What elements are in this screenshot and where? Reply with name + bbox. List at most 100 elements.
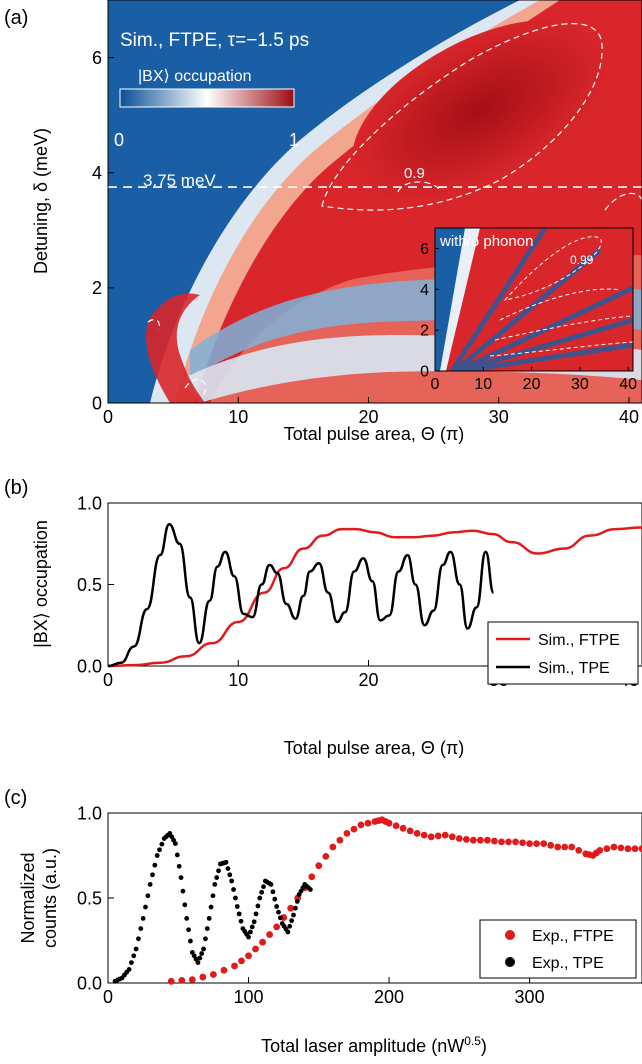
data-point-exp-tpe — [214, 875, 220, 880]
heatmap-title: Sim., FTPE, τ=−1.5 ps — [120, 30, 309, 51]
legend-marker-exp-ftpe — [505, 930, 515, 940]
data-point-exp-tpe — [131, 953, 137, 959]
data-point-exp-ftpe — [266, 931, 274, 938]
data-point-exp-tpe — [197, 955, 203, 961]
y-tick-label: 1.0 — [77, 803, 102, 823]
data-point-exp-tpe — [201, 946, 206, 952]
colorbar-tick-min: 0 — [114, 130, 124, 150]
data-point-exp-tpe — [236, 911, 242, 917]
colorbar — [119, 88, 295, 108]
data-point-exp-tpe — [154, 853, 160, 858]
data-point-exp-tpe — [143, 904, 148, 910]
heatmap-frame — [107, 0, 642, 404]
data-point-exp-tpe — [292, 905, 298, 911]
inset-stripes — [449, 228, 633, 371]
data-point-exp-tpe — [210, 893, 216, 899]
data-point-exp-tpe — [129, 960, 134, 965]
data-point-exp-tpe — [234, 904, 240, 909]
data-point-exp-tpe — [174, 852, 180, 858]
y-tick-label: 4 — [92, 163, 102, 183]
panel-c: (c) 0 100 200 300 0.0 0.5 1.0 Exp., FTPE Exp.,… — [4, 787, 642, 1056]
inset-title: with/o phonon — [439, 233, 533, 250]
data-point-exp-tpe — [140, 916, 146, 921]
data-point-exp-ftpe — [476, 836, 484, 844]
data-point-exp-ftpe — [427, 833, 435, 841]
legend-label-exp-ftpe: Exp., FTPE — [532, 928, 614, 945]
y-tick-label: 1.0 — [77, 493, 102, 513]
data-point-exp-tpe — [255, 903, 261, 909]
data-point-exp-tpe — [294, 899, 300, 904]
data-point-exp-tpe — [249, 924, 255, 930]
data-point-exp-tpe — [199, 951, 205, 956]
data-point-exp-ftpe — [512, 838, 519, 846]
data-point-exp-ftpe — [491, 837, 498, 845]
data-point-exp-ftpe — [484, 836, 491, 844]
x-tick-label: 10 — [228, 670, 248, 690]
data-point-exp-ftpe — [406, 827, 414, 835]
data-point-exp-ftpe — [178, 977, 186, 984]
inset-contour-label: 0.99 — [570, 253, 594, 267]
data-point-exp-tpe — [203, 936, 208, 942]
inset: with/o phonon 0.99 0 10 20 30 40 0 2 4 6 — [420, 227, 637, 393]
data-point-exp-tpe — [216, 868, 221, 874]
data-point-exp-ftpe — [596, 847, 604, 854]
y-tick-label: 0.0 — [77, 973, 102, 993]
series-line-sim-tpe — [107, 522, 495, 668]
data-point-exp-tpe — [176, 863, 182, 869]
x-tick-label: 20 — [358, 407, 378, 427]
inset-axes: 0 10 20 30 40 0 2 4 6 — [420, 241, 637, 393]
panel-c-axes: 0 100 200 300 0.0 0.5 1.0 — [77, 803, 545, 1007]
data-point-exp-ftpe — [308, 873, 316, 881]
panel-b-legend-box — [487, 621, 639, 685]
x-tick-label: 100 — [234, 987, 264, 1007]
data-point-exp-tpe — [277, 915, 283, 921]
data-point-exp-ftpe — [167, 977, 175, 985]
data-point-exp-tpe — [188, 938, 193, 944]
panel-c-legend: Exp., FTPE Exp., TPE — [479, 919, 637, 979]
legend-label-exp-tpe: Exp., TPE — [532, 955, 604, 972]
inset-frame — [434, 227, 634, 372]
data-point-exp-tpe — [274, 904, 280, 909]
data-point-exp-tpe — [180, 888, 186, 894]
panel-b-x-axis-label: Total pulse area, Θ (π) — [284, 738, 465, 758]
data-point-exp-ftpe — [364, 819, 372, 827]
data-point-exp-tpe — [231, 887, 236, 892]
panel-b-y-axis-label: |BX⟩ occupation — [31, 520, 51, 648]
x-tick-label: 10 — [474, 376, 492, 393]
y-tick-label: 2 — [420, 323, 429, 340]
data-point-exp-tpe — [238, 918, 244, 924]
data-point-exp-ftpe — [392, 822, 400, 830]
x-tick-label: 0 — [431, 376, 440, 393]
data-point-exp-ftpe — [631, 845, 639, 853]
contour-label: 0.9 — [404, 165, 425, 182]
data-point-exp-tpe — [261, 884, 266, 890]
data-point-exp-tpe — [307, 887, 313, 892]
panel-a: (a) S — [4, 0, 642, 444]
data-point-exp-ftpe — [209, 971, 217, 978]
y-tick-label: 6 — [420, 241, 429, 258]
heatmap-dark-red-lobe — [352, 19, 608, 201]
data-point-exp-ftpe — [413, 830, 421, 837]
data-point-exp-ftpe — [547, 841, 555, 849]
data-point-exp-ftpe — [259, 938, 266, 946]
data-point-exp-tpe — [270, 889, 276, 895]
series-line-sim-ftpe — [107, 526, 642, 668]
x-tick-label: 0 — [103, 987, 113, 1007]
panel-b-legend: Sim., FTPE Sim., TPE — [487, 621, 639, 685]
legend-label-sim-tpe: Sim., TPE — [538, 660, 610, 677]
data-point-exp-ftpe — [385, 819, 393, 827]
x-tick-label: 0 — [103, 407, 113, 427]
panel-a-y-axis-label: Detuning, δ (meV) — [31, 128, 51, 274]
data-point-exp-ftpe — [357, 821, 365, 829]
data-point-exp-tpe — [195, 960, 201, 965]
data-point-exp-tpe — [133, 946, 139, 952]
data-point-exp-ftpe — [399, 824, 407, 832]
x-tick-label: 30 — [489, 407, 509, 427]
data-point-exp-ftpe — [455, 835, 463, 842]
data-point-exp-ftpe — [420, 831, 428, 839]
legend-label-sim-ftpe: Sim., FTPE — [538, 632, 620, 649]
data-point-exp-ftpe — [441, 831, 449, 839]
x-tick-label: 20 — [358, 670, 378, 690]
